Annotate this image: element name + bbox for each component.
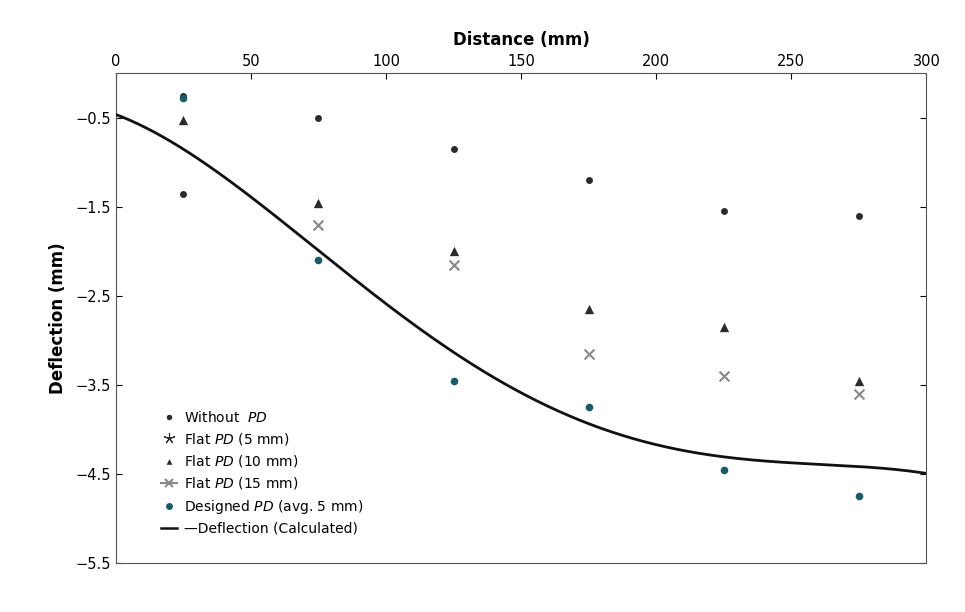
Point [581, 176, 596, 185]
Point [446, 184, 461, 194]
Legend: Without  $PD$, Flat $PD$ (5 mm), Flat $PD$ (10 mm), Flat $PD$ (15 mm), Designed : Without $PD$, Flat $PD$ (5 mm), Flat $PD… [155, 404, 370, 542]
Point [176, 94, 191, 103]
Point [851, 376, 867, 386]
Point [716, 206, 731, 216]
Point [311, 198, 326, 207]
Point [716, 465, 731, 474]
Point [716, 229, 731, 239]
Point [176, 188, 191, 198]
X-axis label: Distance (mm): Distance (mm) [453, 31, 590, 49]
Point [311, 113, 326, 123]
Point [311, 135, 326, 145]
Point [581, 402, 596, 412]
Point [446, 376, 461, 386]
Point [176, 97, 191, 107]
Point [851, 389, 867, 399]
Point [581, 304, 596, 314]
Point [446, 144, 461, 154]
Point [311, 220, 326, 230]
Point [851, 211, 867, 221]
Point [311, 255, 326, 265]
Point [176, 127, 191, 136]
Point [851, 491, 867, 501]
Point [581, 349, 596, 359]
Point [176, 115, 191, 125]
Y-axis label: Deflection (mm): Deflection (mm) [49, 242, 67, 394]
Point [716, 371, 731, 381]
Point [851, 242, 867, 252]
Point [716, 323, 731, 332]
Point [446, 247, 461, 256]
Point [581, 206, 596, 216]
Point [446, 260, 461, 270]
Point [176, 91, 191, 100]
